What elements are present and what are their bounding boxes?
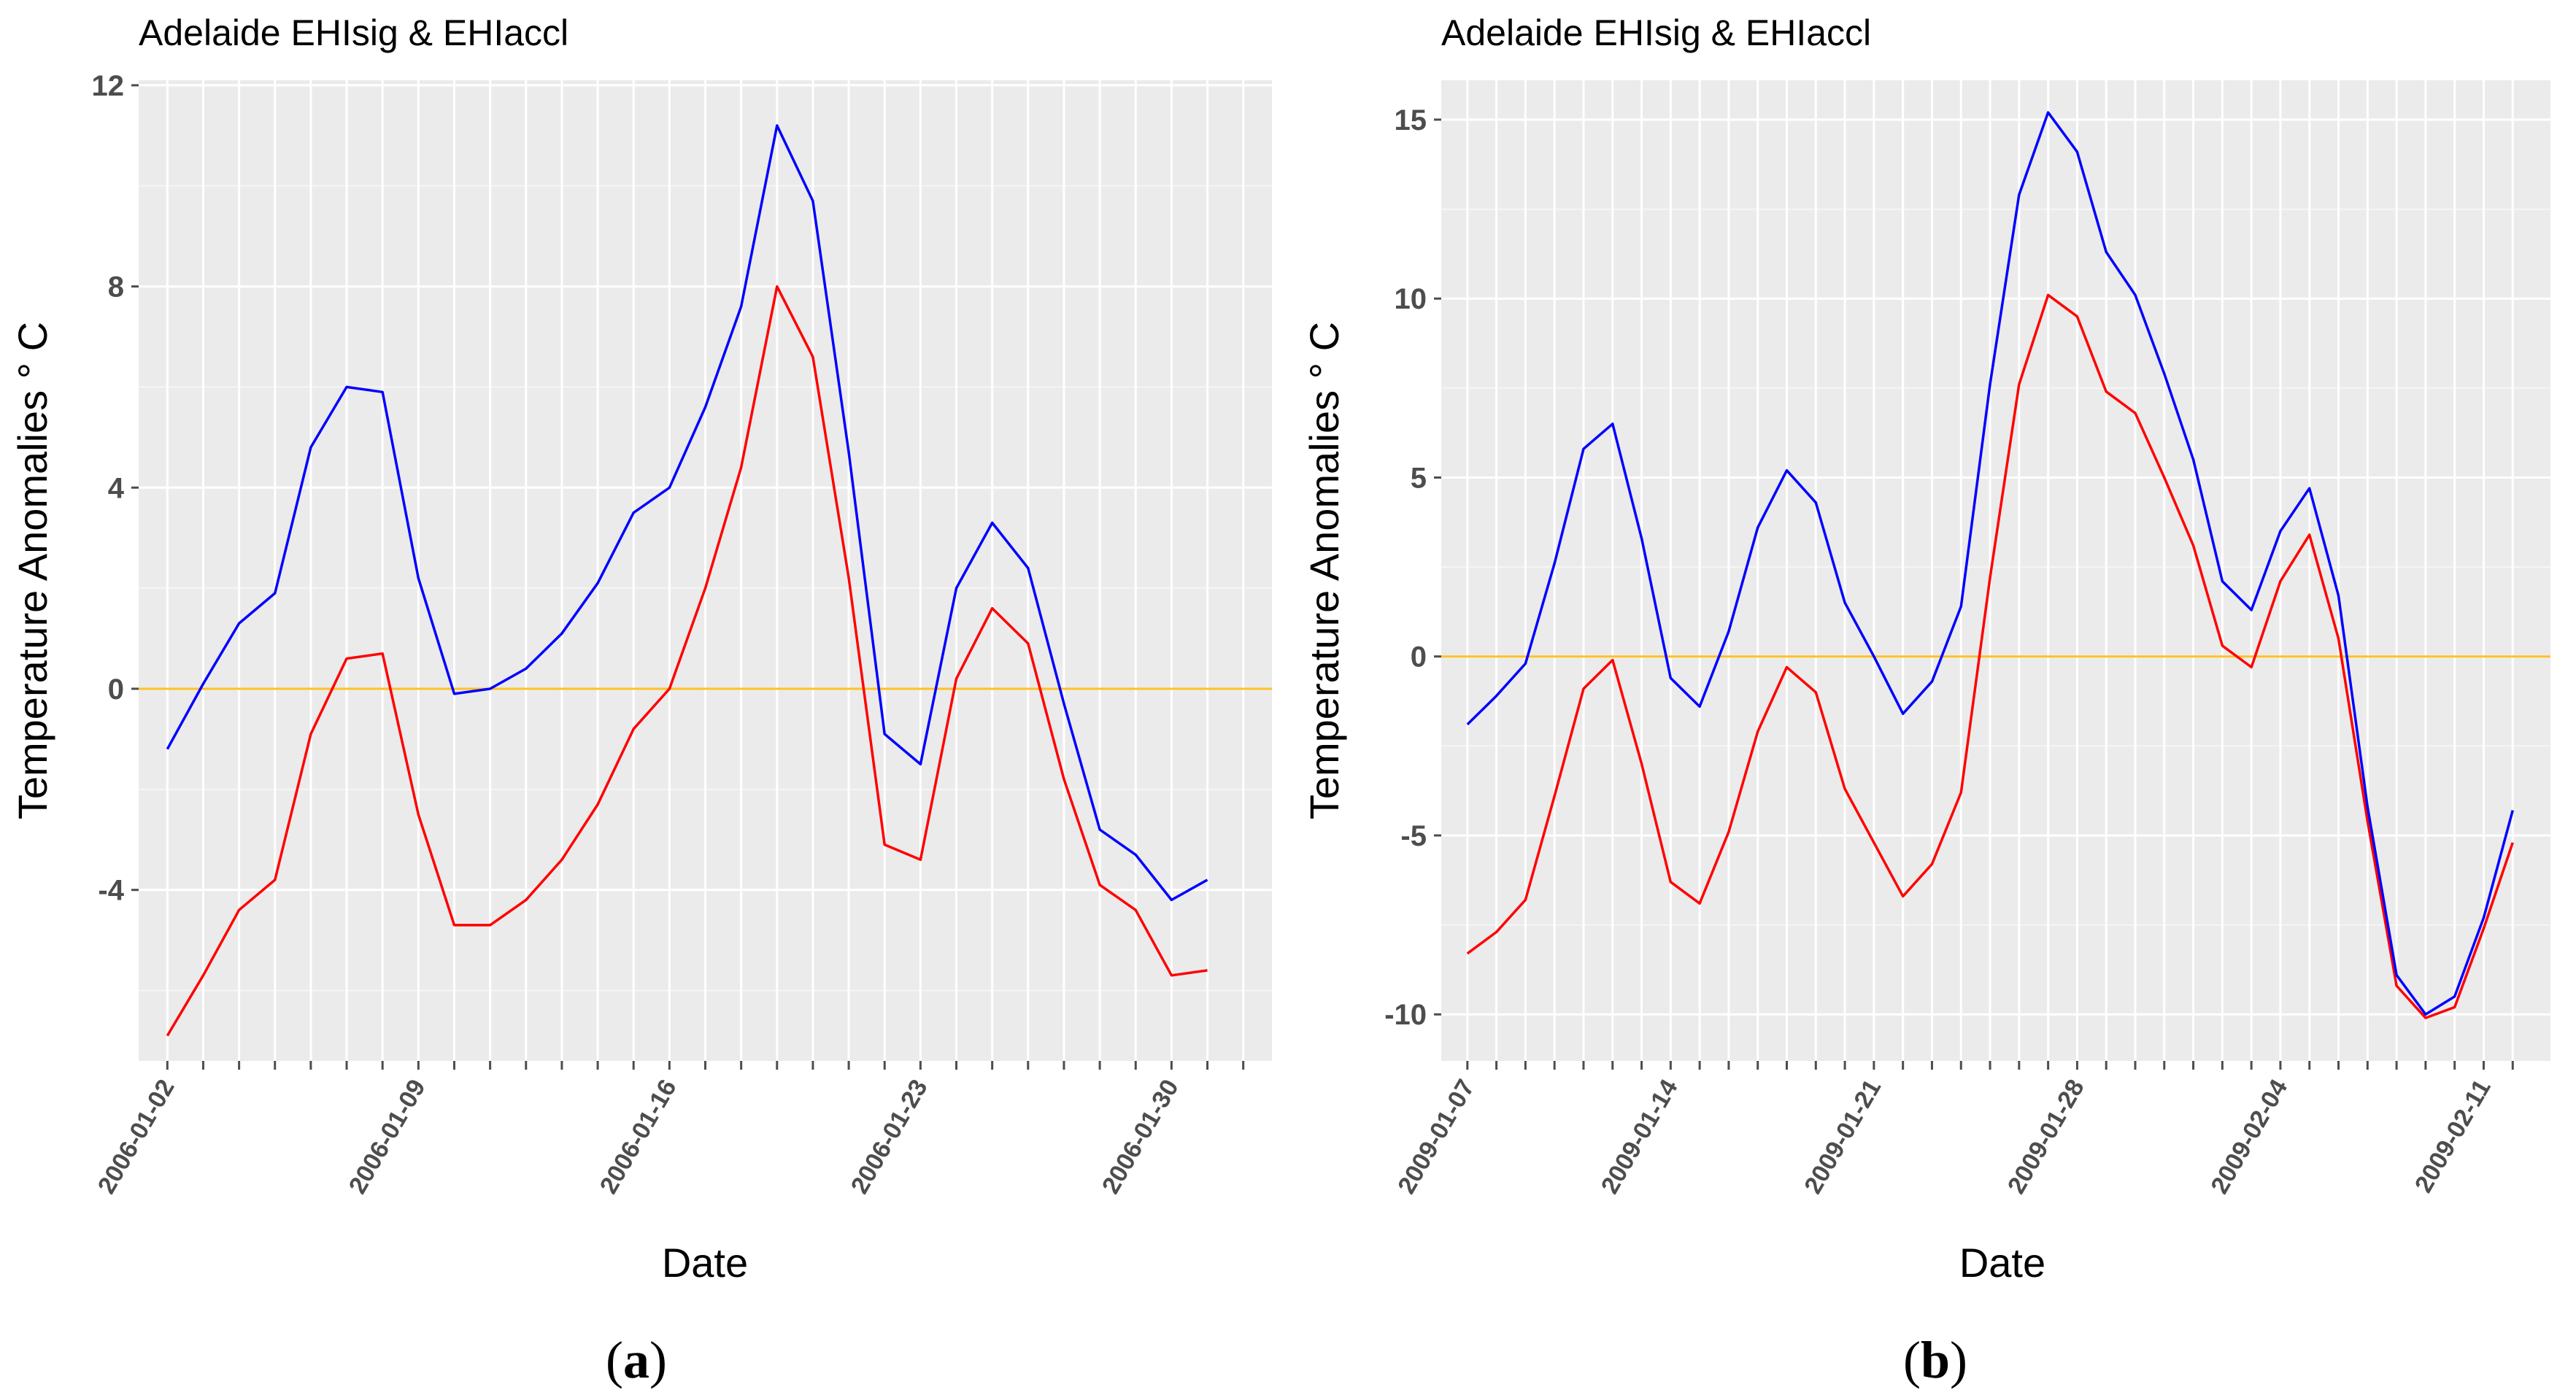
panel-b-gridlines — [1441, 80, 2550, 1061]
panel-a-title: Adelaide EHIsig & EHIaccl — [139, 12, 568, 53]
panel-a-gridlines — [139, 80, 1272, 1061]
panel-b-series — [1441, 111, 2550, 1019]
panel-a-x-tick-label: 2006-01-09 — [344, 1075, 431, 1199]
panel-b-y-tick-label: -5 — [1400, 820, 1427, 852]
panel-a-y-tick-label: 12 — [92, 70, 125, 102]
panel-b-x-tick-label: 2009-01-07 — [1392, 1075, 1480, 1199]
panel-a-x-tick-label: 2006-01-30 — [1097, 1075, 1184, 1199]
panel-b-x-tick-label: 2009-01-28 — [2002, 1075, 2090, 1199]
panel-b-caption-letter: b — [1921, 1331, 1950, 1389]
panel-a-series — [139, 124, 1272, 1037]
panel-a-y-tick-label: -4 — [98, 875, 124, 907]
panel-a-series-ehiaccl — [166, 285, 1208, 1037]
panel-a-y-axis: -4 0 4 8 12 — [92, 70, 139, 907]
panel-b-title: Adelaide EHIsig & EHIaccl — [1441, 12, 1871, 53]
panel-a-y-tick-label: 8 — [108, 271, 124, 304]
panel-b-y-tick-label: 10 — [1395, 283, 1427, 315]
panel-b-y-axis-title: Temperature Anomalies ° C — [1301, 322, 1347, 819]
panel-b-y-tick-label: 0 — [1411, 641, 1427, 673]
panel-b-x-axis: 2009-01-07 2009-01-14 2009-01-21 2009-01-28… — [1392, 1061, 2514, 1199]
panel-a-caption: (a) — [606, 1331, 667, 1389]
panel-b-caption: (b) — [1903, 1331, 1967, 1389]
panel-b-series-ehiaccl — [1466, 293, 2514, 1019]
panel-a-x-axis-title: Date — [662, 1240, 748, 1286]
panel-a-x-tick-label: 2006-01-02 — [93, 1075, 180, 1199]
panel-a-y-axis-title: Temperature Anomalies ° C — [9, 322, 55, 819]
panel-a-y-tick-label: 4 — [108, 472, 125, 504]
panel-b-x-tick-label: 2009-01-14 — [1596, 1075, 1684, 1199]
panel-b-x-tick-label: 2009-02-11 — [2410, 1075, 2496, 1197]
panel-a: Adelaide EHIsig & EHIaccl -4 0 4 8 12 2006-0… — [9, 12, 1272, 1389]
panel-a-x-tick-label: 2006-01-16 — [595, 1075, 682, 1199]
panel-a-series-ehisig — [166, 124, 1208, 902]
panel-b-y-tick-label: 5 — [1411, 462, 1427, 494]
panel-b-y-tick-label: -10 — [1384, 999, 1427, 1031]
panel-a-x-tick-label: 2006-01-23 — [846, 1075, 933, 1199]
panel-b-y-axis: -10 -5 0 5 10 15 — [1384, 104, 1441, 1031]
panel-a-x-axis: 2006-01-02 2006-01-09 2006-01-16 2006-01-23… — [93, 1061, 1245, 1199]
panel-a-caption-letter: a — [623, 1331, 649, 1389]
panel-b-plot-background — [1441, 80, 2550, 1061]
panel-b-x-axis-title: Date — [1959, 1240, 2045, 1286]
panel-a-y-tick-label: 0 — [108, 673, 124, 706]
panel-b: Adelaide EHIsig & EHIaccl -10 -5 0 5 10 15 20… — [1301, 12, 2550, 1389]
panel-b-x-tick-label: 2009-02-04 — [2205, 1075, 2293, 1199]
panel-b-y-tick-label: 15 — [1395, 104, 1427, 136]
panel-b-series-ehisig — [1466, 111, 2514, 1016]
panel-b-x-tick-label: 2009-01-21 — [1799, 1075, 1886, 1199]
